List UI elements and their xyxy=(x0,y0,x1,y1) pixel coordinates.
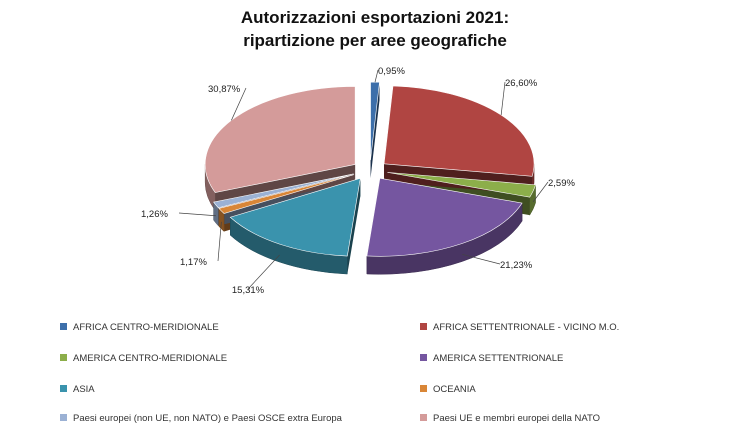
data-label-4: 15,31% xyxy=(232,285,265,296)
leader-line-5 xyxy=(217,221,222,262)
data-label-2: 2,59% xyxy=(548,178,575,189)
data-label-5: 1,17% xyxy=(180,257,207,268)
data-label-3: 21,23% xyxy=(500,260,533,271)
leader-line-1 xyxy=(500,81,506,116)
data-label-1: 26,60% xyxy=(505,78,538,89)
leader-line-2 xyxy=(532,181,549,203)
pie-slice-wall-0-1 xyxy=(370,82,380,179)
leader-line-3 xyxy=(462,253,501,265)
data-label-7: 30,87% xyxy=(208,84,241,95)
pie-slice-5 xyxy=(218,174,355,214)
leader-line-6 xyxy=(178,212,216,217)
leader-line-7 xyxy=(231,87,247,121)
pie-slice-6 xyxy=(213,173,354,209)
chart-title-line-1: Autorizzazioni esportazioni 2021: xyxy=(240,8,510,27)
pie-slice-2 xyxy=(387,172,536,198)
data-label-6: 1,26% xyxy=(141,209,168,220)
leader-line-0 xyxy=(374,69,379,83)
chart-title: Autorizzazioni esportazioni 2021: ripart… xyxy=(0,6,750,52)
pie-slice-wall-4-0 xyxy=(347,178,361,275)
pie-slice-3 xyxy=(366,177,523,257)
pie-slice-4 xyxy=(229,177,361,257)
pie-slice-0 xyxy=(370,81,380,161)
pie-slice-1 xyxy=(383,85,535,177)
data-label-0: 0,95% xyxy=(378,66,405,77)
leader-line-4 xyxy=(247,254,280,290)
chart-title-line-2: ripartizione per aree geografiche xyxy=(243,31,507,50)
